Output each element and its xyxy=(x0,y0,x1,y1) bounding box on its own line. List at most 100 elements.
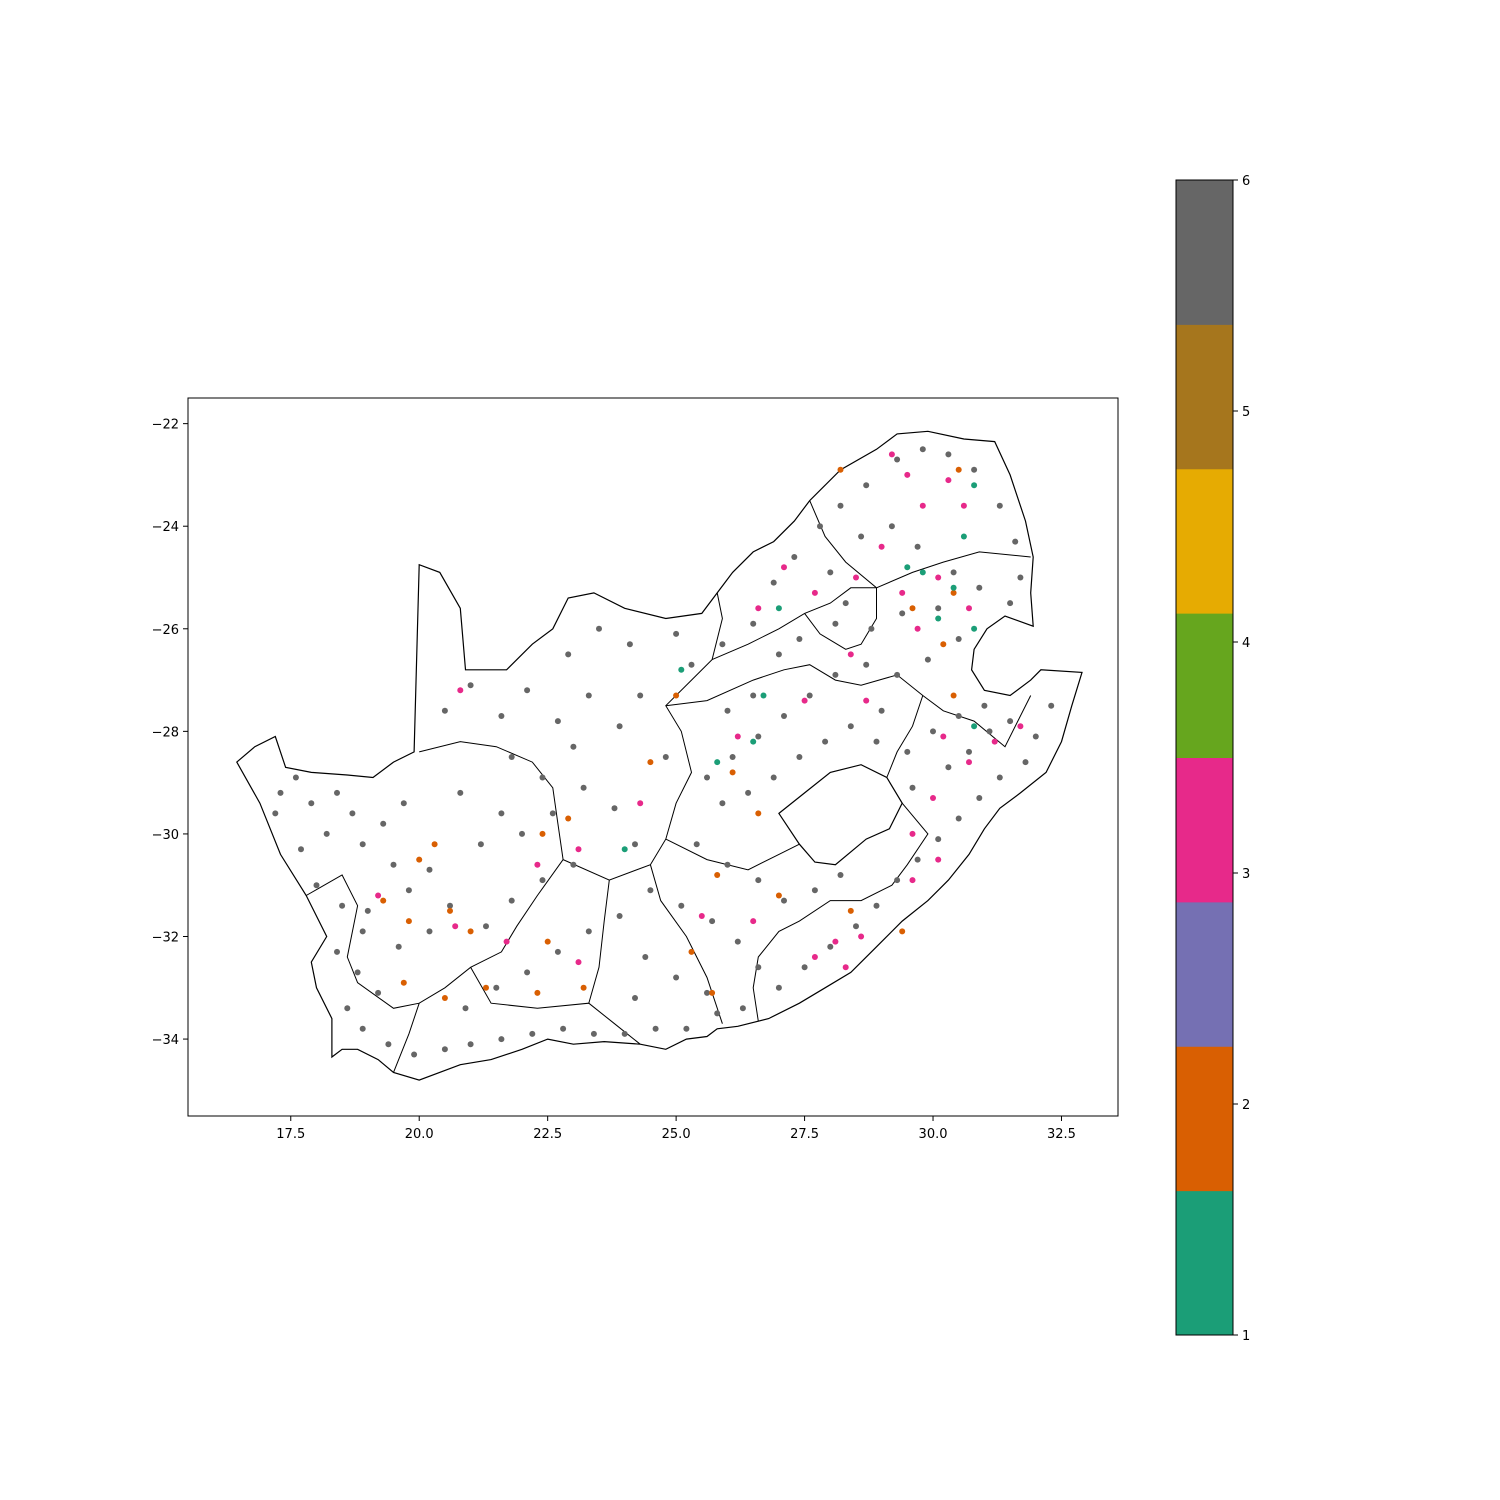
point-value-6 xyxy=(498,1036,505,1043)
point-value-6 xyxy=(719,641,726,648)
point-value-6 xyxy=(441,707,448,714)
point-value-6 xyxy=(709,918,716,925)
point-value-6 xyxy=(395,943,402,950)
colorbar-tick-label: 1 xyxy=(1242,1329,1250,1344)
point-value-6 xyxy=(554,948,561,955)
point-value-2 xyxy=(441,995,448,1001)
point-value-6 xyxy=(745,789,752,796)
point-value-6 xyxy=(837,872,844,878)
point-value-3 xyxy=(755,605,762,612)
point-value-3 xyxy=(930,795,936,801)
point-value-3 xyxy=(960,502,967,509)
y-tick-label: −28 xyxy=(152,725,179,740)
point-value-6 xyxy=(919,446,926,453)
point-value-6 xyxy=(755,733,762,740)
point-value-6 xyxy=(976,584,983,591)
colorbar-segment xyxy=(1176,901,1233,1047)
point-value-6 xyxy=(508,754,515,760)
province-boundary xyxy=(804,587,877,650)
point-value-6 xyxy=(483,923,489,930)
point-value-6 xyxy=(400,800,407,807)
point-value-6 xyxy=(755,877,762,884)
point-value-6 xyxy=(621,1030,628,1037)
country-outline xyxy=(236,430,1083,1081)
colorbar-segment xyxy=(1176,180,1233,325)
point-value-2 xyxy=(940,641,947,648)
point-value-6 xyxy=(729,754,736,760)
y-tick-label: −32 xyxy=(152,931,179,946)
point-value-6 xyxy=(750,692,757,699)
point-value-2 xyxy=(416,856,423,863)
point-value-3 xyxy=(935,574,942,581)
point-value-6 xyxy=(1007,718,1014,725)
point-value-6 xyxy=(565,651,572,658)
point-value-6 xyxy=(873,738,880,745)
colorbar-segment xyxy=(1176,1190,1233,1336)
point-value-6 xyxy=(390,861,397,868)
point-value-2 xyxy=(847,907,854,914)
colorbar: 1 2 3 4 5 6 xyxy=(1175,174,1250,1344)
point-value-6 xyxy=(714,1010,721,1017)
point-value-6 xyxy=(868,625,875,632)
point-value-6 xyxy=(822,738,829,745)
country-outline-layer xyxy=(236,430,1083,1081)
point-value-3 xyxy=(801,697,808,704)
y-tick-label: −24 xyxy=(152,520,179,535)
colorbar-tick-label: 3 xyxy=(1242,867,1250,882)
point-value-6 xyxy=(292,774,299,781)
point-value-2 xyxy=(380,897,387,904)
province-boundary xyxy=(419,592,723,881)
point-value-6 xyxy=(1032,733,1039,740)
point-value-1 xyxy=(904,564,911,571)
province-boundary xyxy=(886,695,924,778)
colorbar-frame xyxy=(1175,179,1234,1336)
point-value-6 xyxy=(976,795,983,801)
point-value-6 xyxy=(637,692,644,699)
point-value-1 xyxy=(775,605,782,612)
point-value-6 xyxy=(411,1051,418,1058)
point-value-2 xyxy=(647,759,654,766)
point-value-6 xyxy=(493,984,500,991)
point-value-6 xyxy=(426,928,433,935)
point-value-6 xyxy=(806,692,813,699)
point-value-6 xyxy=(426,866,433,873)
point-value-6 xyxy=(935,605,942,612)
province-boundary xyxy=(588,880,610,1004)
point-value-2 xyxy=(950,589,957,596)
point-value-2 xyxy=(431,841,438,848)
point-value-6 xyxy=(775,651,782,658)
point-value-6 xyxy=(1022,759,1029,766)
point-value-6 xyxy=(704,989,710,996)
point-value-2 xyxy=(539,830,546,837)
point-value-6 xyxy=(750,620,757,627)
point-value-6 xyxy=(673,630,680,637)
point-value-1 xyxy=(621,846,628,853)
point-value-6 xyxy=(955,713,962,719)
point-value-3 xyxy=(842,964,849,971)
point-value-6 xyxy=(966,748,972,755)
point-value-6 xyxy=(955,815,962,822)
point-value-6 xyxy=(308,800,315,807)
point-value-1 xyxy=(971,625,978,632)
point-value-6 xyxy=(924,656,931,663)
point-value-2 xyxy=(755,810,762,817)
point-value-6 xyxy=(837,502,844,509)
point-value-2 xyxy=(580,984,587,991)
point-value-6 xyxy=(1007,600,1014,607)
colorbar-segment xyxy=(1176,613,1233,759)
point-value-6 xyxy=(1017,574,1024,581)
x-tick-label: 25.0 xyxy=(662,1127,691,1142)
point-value-6 xyxy=(467,1041,474,1048)
point-value-3 xyxy=(919,502,926,509)
x-tick-label: 22.5 xyxy=(533,1127,562,1142)
point-value-6 xyxy=(770,579,777,586)
point-value-3 xyxy=(637,800,644,807)
point-value-6 xyxy=(524,687,531,694)
province-boundary xyxy=(665,664,1032,748)
point-value-6 xyxy=(616,913,623,919)
point-value-6 xyxy=(955,636,962,642)
point-value-6 xyxy=(796,636,803,642)
point-value-6 xyxy=(441,1046,448,1053)
point-value-6 xyxy=(585,692,592,699)
